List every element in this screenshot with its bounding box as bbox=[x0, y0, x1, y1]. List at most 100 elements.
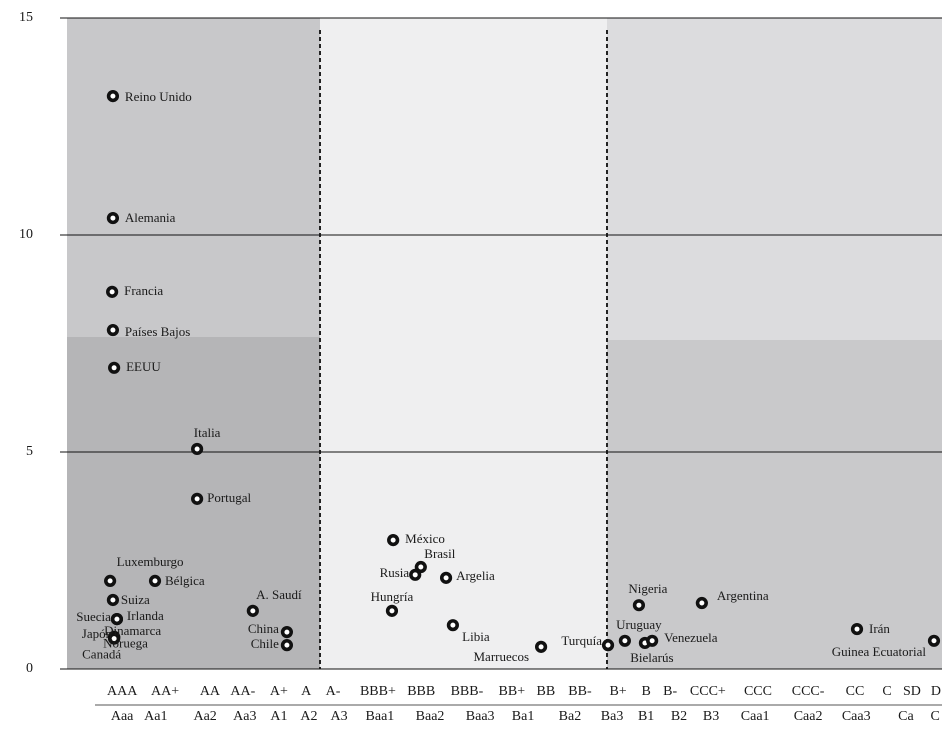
point-label: Países Bajos bbox=[125, 324, 190, 339]
point bbox=[108, 361, 121, 374]
x-tick-label: C bbox=[882, 684, 891, 699]
point-label: Irán bbox=[869, 621, 890, 636]
point-label: A. Saudí bbox=[256, 587, 302, 602]
point bbox=[439, 571, 453, 584]
point bbox=[414, 560, 427, 574]
point bbox=[106, 323, 120, 337]
x-tick-label: A2 bbox=[300, 709, 317, 724]
point bbox=[618, 634, 631, 647]
point-label: Nigeria bbox=[628, 581, 667, 596]
x-tick-label: Ba2 bbox=[559, 709, 582, 724]
x-tick-label: Caa3 bbox=[842, 709, 871, 724]
x-tick-label: BB+ bbox=[499, 684, 526, 699]
point bbox=[385, 604, 399, 617]
point-label: Suecia bbox=[76, 609, 111, 624]
x-tick-label: SD bbox=[903, 684, 921, 699]
point bbox=[446, 619, 459, 632]
x-tick-label: C bbox=[931, 709, 940, 724]
point-label: Suiza bbox=[121, 592, 150, 607]
x-tick-label: CC bbox=[846, 684, 865, 699]
point-label: EEUU bbox=[126, 359, 161, 374]
x-tick-label: Caa2 bbox=[794, 709, 823, 724]
point bbox=[646, 634, 659, 647]
point bbox=[409, 568, 422, 581]
x-tick-label: Baa3 bbox=[466, 709, 495, 724]
point-label: Venezuela bbox=[664, 630, 718, 645]
y-tick-label: 10 bbox=[19, 227, 33, 242]
point-label: Alemania bbox=[125, 210, 176, 225]
point bbox=[632, 599, 646, 612]
point-label: Rusia bbox=[380, 565, 410, 580]
x-tick-label: Aaa bbox=[111, 709, 134, 724]
x-tick-label: B3 bbox=[703, 709, 719, 724]
x-tick-label: A- bbox=[326, 684, 341, 699]
region bbox=[67, 18, 320, 337]
point-label: Uruguay bbox=[616, 617, 662, 632]
point-label: Canadá bbox=[82, 647, 121, 662]
point bbox=[695, 596, 708, 610]
x-tick-label: Aa2 bbox=[193, 709, 216, 724]
point bbox=[927, 634, 941, 647]
y-tick-label: 15 bbox=[19, 10, 33, 25]
region bbox=[607, 18, 942, 340]
x-tick-label: Ca bbox=[898, 709, 914, 724]
point bbox=[850, 622, 864, 636]
x-tick-label: BBB+ bbox=[360, 684, 396, 699]
x-tick-label: B+ bbox=[609, 684, 626, 699]
point-label: Japón bbox=[82, 626, 113, 641]
point-label: Libia bbox=[462, 629, 490, 644]
point-label: Chile bbox=[251, 636, 279, 651]
point-label: Francia bbox=[124, 283, 163, 298]
x-tick-label: A3 bbox=[330, 709, 347, 724]
x-tick-label: B1 bbox=[638, 709, 654, 724]
point-label: Brasil bbox=[424, 546, 455, 561]
x-tick-label: BB bbox=[537, 684, 556, 699]
region bbox=[320, 18, 607, 669]
y-tick-label: 5 bbox=[26, 444, 33, 459]
x-tick-label: B bbox=[641, 684, 650, 699]
point-label: Bielarús bbox=[630, 650, 673, 665]
point-label: Hungría bbox=[371, 589, 414, 604]
point-label: Turquía bbox=[561, 633, 602, 648]
x-tick-label: AA bbox=[200, 684, 221, 699]
point bbox=[246, 604, 259, 617]
point bbox=[110, 612, 124, 626]
x-tick-label: Baa2 bbox=[416, 709, 445, 724]
x-tick-label: BBB- bbox=[451, 684, 484, 699]
point bbox=[191, 492, 204, 505]
point-label: Bélgica bbox=[165, 573, 205, 588]
y-tick-label: 0 bbox=[26, 661, 33, 676]
point bbox=[104, 574, 117, 587]
point bbox=[106, 593, 120, 607]
point bbox=[280, 639, 294, 652]
point-label: Irlanda bbox=[127, 608, 164, 623]
point-label: Argentina bbox=[717, 588, 769, 603]
point-label: Noruega bbox=[103, 636, 148, 651]
point bbox=[106, 285, 119, 298]
point bbox=[106, 90, 120, 103]
point-label: Guinea Ecuatorial bbox=[832, 644, 927, 659]
point-label: Portugal bbox=[207, 490, 251, 505]
x-tick-label: Ba1 bbox=[512, 709, 535, 724]
region bbox=[607, 340, 942, 669]
point bbox=[534, 640, 548, 653]
x-tick-label: Baa1 bbox=[366, 709, 395, 724]
x-tick-label: CCC- bbox=[792, 684, 825, 699]
x-tick-label: B- bbox=[663, 684, 677, 699]
x-tick-label: A bbox=[301, 684, 312, 699]
point-label: Luxemburgo bbox=[117, 554, 184, 569]
x-tick-label: A+ bbox=[270, 684, 288, 699]
point bbox=[191, 442, 204, 456]
point bbox=[108, 632, 121, 645]
x-tick-label: Caa1 bbox=[741, 709, 770, 724]
x-tick-label: Aa3 bbox=[233, 709, 256, 724]
point bbox=[106, 211, 120, 225]
point bbox=[280, 626, 294, 639]
x-tick-label: Ba3 bbox=[601, 709, 624, 724]
point-label: México bbox=[405, 531, 445, 546]
x-tick-label: BB- bbox=[568, 684, 592, 699]
x-tick-label: CCC bbox=[744, 684, 772, 699]
point bbox=[387, 534, 400, 547]
x-tick-label: D bbox=[931, 684, 941, 699]
